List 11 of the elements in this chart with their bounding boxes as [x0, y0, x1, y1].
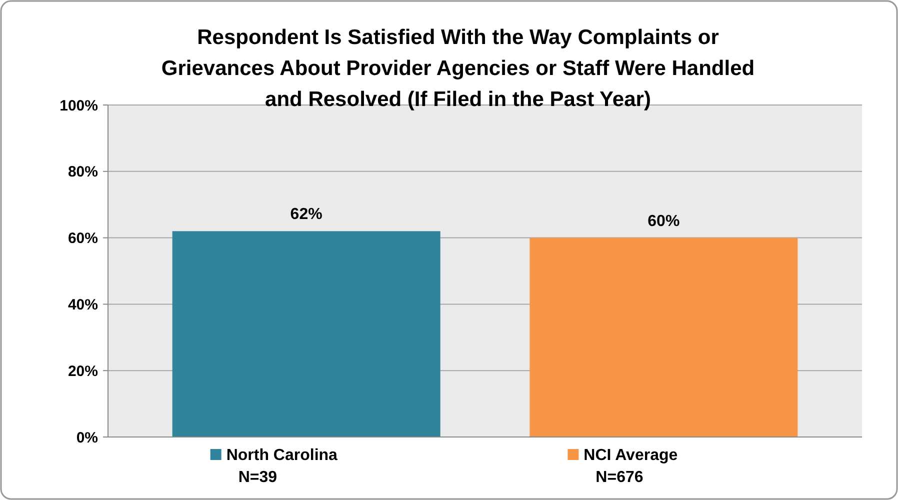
y-tick-label: 60% — [68, 230, 98, 248]
data-label: 60% — [648, 212, 680, 230]
y-tick-label: 80% — [68, 164, 98, 181]
y-tick-label: 0% — [76, 429, 98, 446]
x-tick-label: North Carolina N=39 — [226, 447, 338, 486]
y-tick-label: 40% — [68, 296, 98, 314]
data-label: 62% — [290, 206, 322, 224]
chart-title: Respondent Is Satisfied With the Way Complaints or Grievances About Provider Agencies or Staff Were Handled and Resolved (If Filed in the Past Year) — [161, 26, 755, 111]
y-tick-label: 20% — [68, 362, 98, 380]
y-tick-label: 100% — [60, 97, 98, 114]
x-tick-label: NCI Average N=676 — [584, 447, 678, 486]
